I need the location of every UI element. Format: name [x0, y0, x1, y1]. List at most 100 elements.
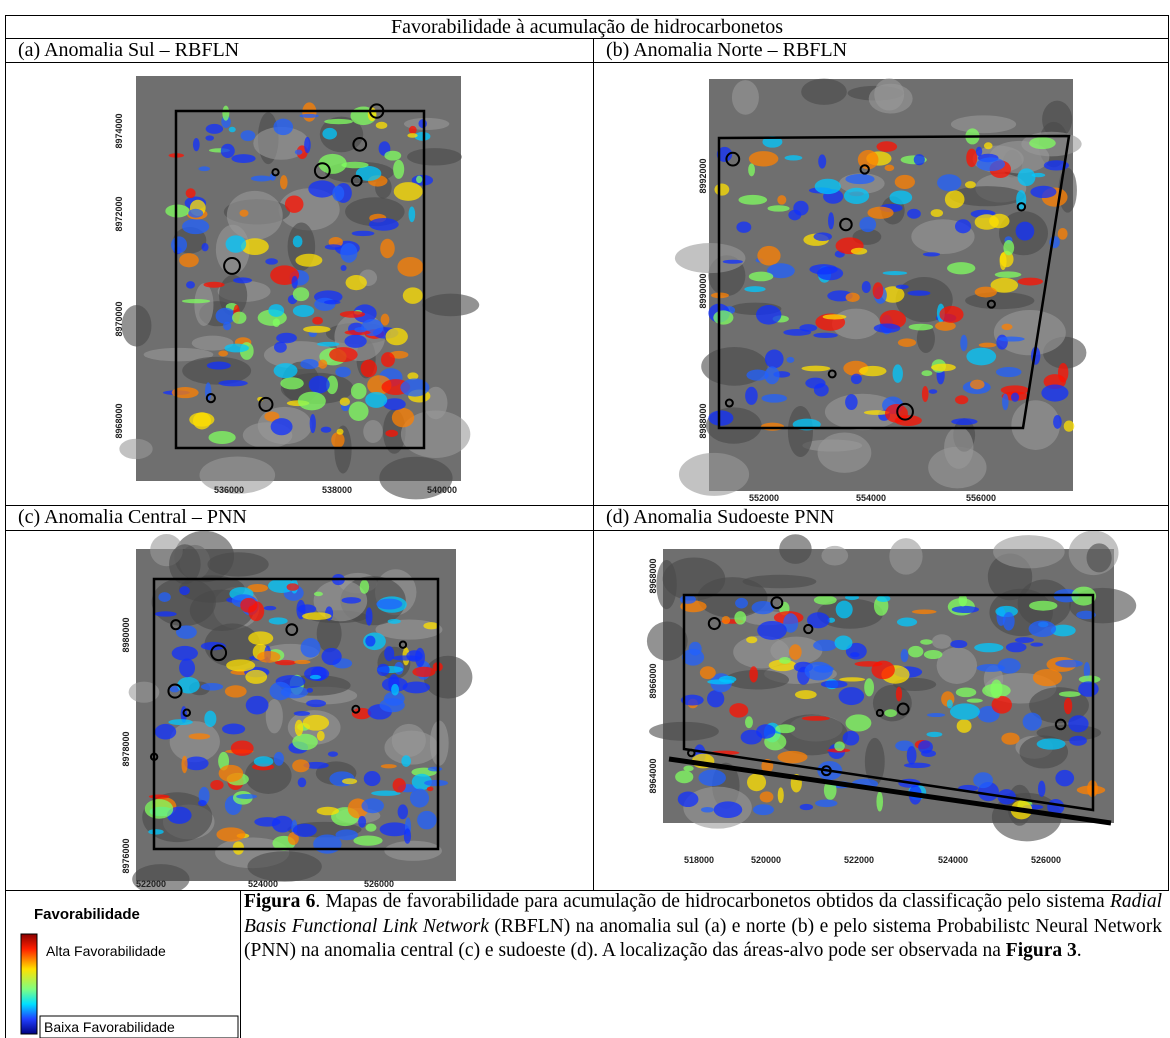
terrain: [384, 841, 442, 861]
favorability-patch: [257, 651, 280, 663]
favorability-patch: [785, 155, 803, 160]
terrain: [889, 538, 922, 574]
favorability-patch: [787, 357, 795, 363]
favorability-patch: [1064, 421, 1075, 432]
favorability-patch: [713, 310, 733, 324]
favorability-patch: [923, 252, 940, 256]
favorability-patch: [328, 751, 338, 756]
favorability-patch: [757, 246, 780, 266]
favorability-patch: [317, 807, 339, 816]
favorability-patch: [264, 606, 276, 610]
favorability-patch: [1001, 733, 1019, 745]
favorability-patch: [342, 597, 362, 604]
favorability-patch: [369, 218, 399, 231]
favorability-patch: [381, 314, 390, 326]
favorability-patch: [722, 616, 730, 624]
favorability-patch: [805, 662, 833, 681]
caption-bold: Figura 3: [1006, 940, 1077, 961]
favorability-patch: [1059, 691, 1081, 697]
favorability-patch: [428, 767, 442, 772]
favorability-patch: [358, 816, 366, 828]
favorability-patch: [922, 386, 929, 402]
x-tick-label: 520000: [751, 855, 781, 865]
favorability-patch: [229, 127, 236, 132]
favorability-patch: [952, 606, 979, 613]
favorability-patch: [292, 276, 298, 289]
favorability-patch: [1029, 137, 1056, 149]
y-tick-label: 8972000: [114, 196, 124, 231]
favorability-patch: [210, 780, 223, 790]
favorability-patch: [201, 243, 208, 251]
favorability-patch: [896, 285, 909, 290]
favorability-patch: [376, 122, 388, 129]
favorability-patch: [1023, 713, 1042, 731]
favorability-patch: [1069, 736, 1087, 746]
favorability-patch: [186, 281, 195, 289]
favorability-patch: [403, 681, 431, 693]
legend: Favorabilidade Alta Favorabilidade Baixa…: [5, 890, 241, 1038]
favorability-patch: [851, 374, 862, 385]
favorability-patch: [1006, 642, 1027, 652]
favorability-patch: [809, 264, 837, 274]
favorability-patch: [749, 272, 773, 282]
favorability-patch: [757, 621, 787, 640]
favorability-patch: [907, 290, 930, 296]
favorability-patch: [967, 698, 983, 702]
favorability-patch: [276, 333, 297, 344]
favorability-patch: [1055, 770, 1074, 786]
favorability-patch: [295, 720, 304, 736]
favorability-patch: [385, 430, 398, 437]
favorability-patch: [859, 366, 886, 376]
favorability-patch: [356, 166, 381, 181]
favorability-patch: [306, 700, 326, 708]
favorability-patch: [268, 304, 284, 317]
favorability-patch: [307, 688, 313, 693]
favorability-patch: [834, 741, 845, 751]
favorability-patch: [337, 429, 344, 435]
page: Favorabilidade à acumulação de hidrocarb…: [0, 0, 1170, 1038]
favorability-patch: [222, 724, 245, 735]
favorability-patch: [365, 636, 375, 647]
favorability-patch: [996, 367, 1022, 377]
favorability-patch: [802, 366, 831, 372]
favorability-patch: [368, 107, 377, 121]
favorability-patch: [931, 364, 956, 372]
favorability-patch: [871, 661, 894, 679]
favorability-patch: [171, 236, 187, 253]
favorability-patch: [298, 778, 307, 788]
favorability-patch: [876, 595, 890, 602]
legend-high: Alta Favorabilidade: [46, 943, 166, 959]
favorability-patch: [765, 366, 780, 384]
favorability-patch: [201, 683, 223, 690]
map: 898000089780008976000522000524000526000: [6, 531, 594, 891]
favorability-patch: [876, 792, 883, 812]
y-tick-label: 8976000: [121, 838, 131, 873]
favorability-patch: [897, 618, 917, 627]
favorability-patch: [823, 314, 847, 319]
favorability-patch: [765, 350, 784, 369]
favorability-patch: [744, 286, 765, 292]
favorability-patch: [265, 258, 278, 264]
favorability-patch: [788, 210, 801, 221]
panel-title: (d) Anomalia Sudoeste PNN: [593, 505, 1169, 531]
favorability-patch: [295, 254, 322, 267]
terrain: [801, 79, 847, 105]
favorability-patch: [723, 260, 743, 264]
favorability-patch: [299, 114, 318, 118]
favorability-patch: [984, 142, 993, 149]
favorability-patch: [729, 703, 748, 717]
favorability-patch: [224, 344, 249, 353]
terrain: [944, 427, 973, 469]
favorability-patch: [184, 756, 208, 770]
y-tick-label: 8966000: [648, 663, 658, 698]
favorability-patch: [165, 204, 189, 217]
favorability-patch: [756, 724, 775, 738]
legend-title: Favorabilidade: [34, 906, 140, 923]
favorability-patch: [269, 682, 291, 700]
favorability-patch: [1011, 393, 1019, 402]
favorability-patch: [206, 124, 223, 134]
favorability-patch: [818, 154, 826, 168]
favorability-patch: [889, 190, 912, 204]
favorability-patch: [789, 644, 802, 660]
favorability-patch: [939, 306, 963, 323]
